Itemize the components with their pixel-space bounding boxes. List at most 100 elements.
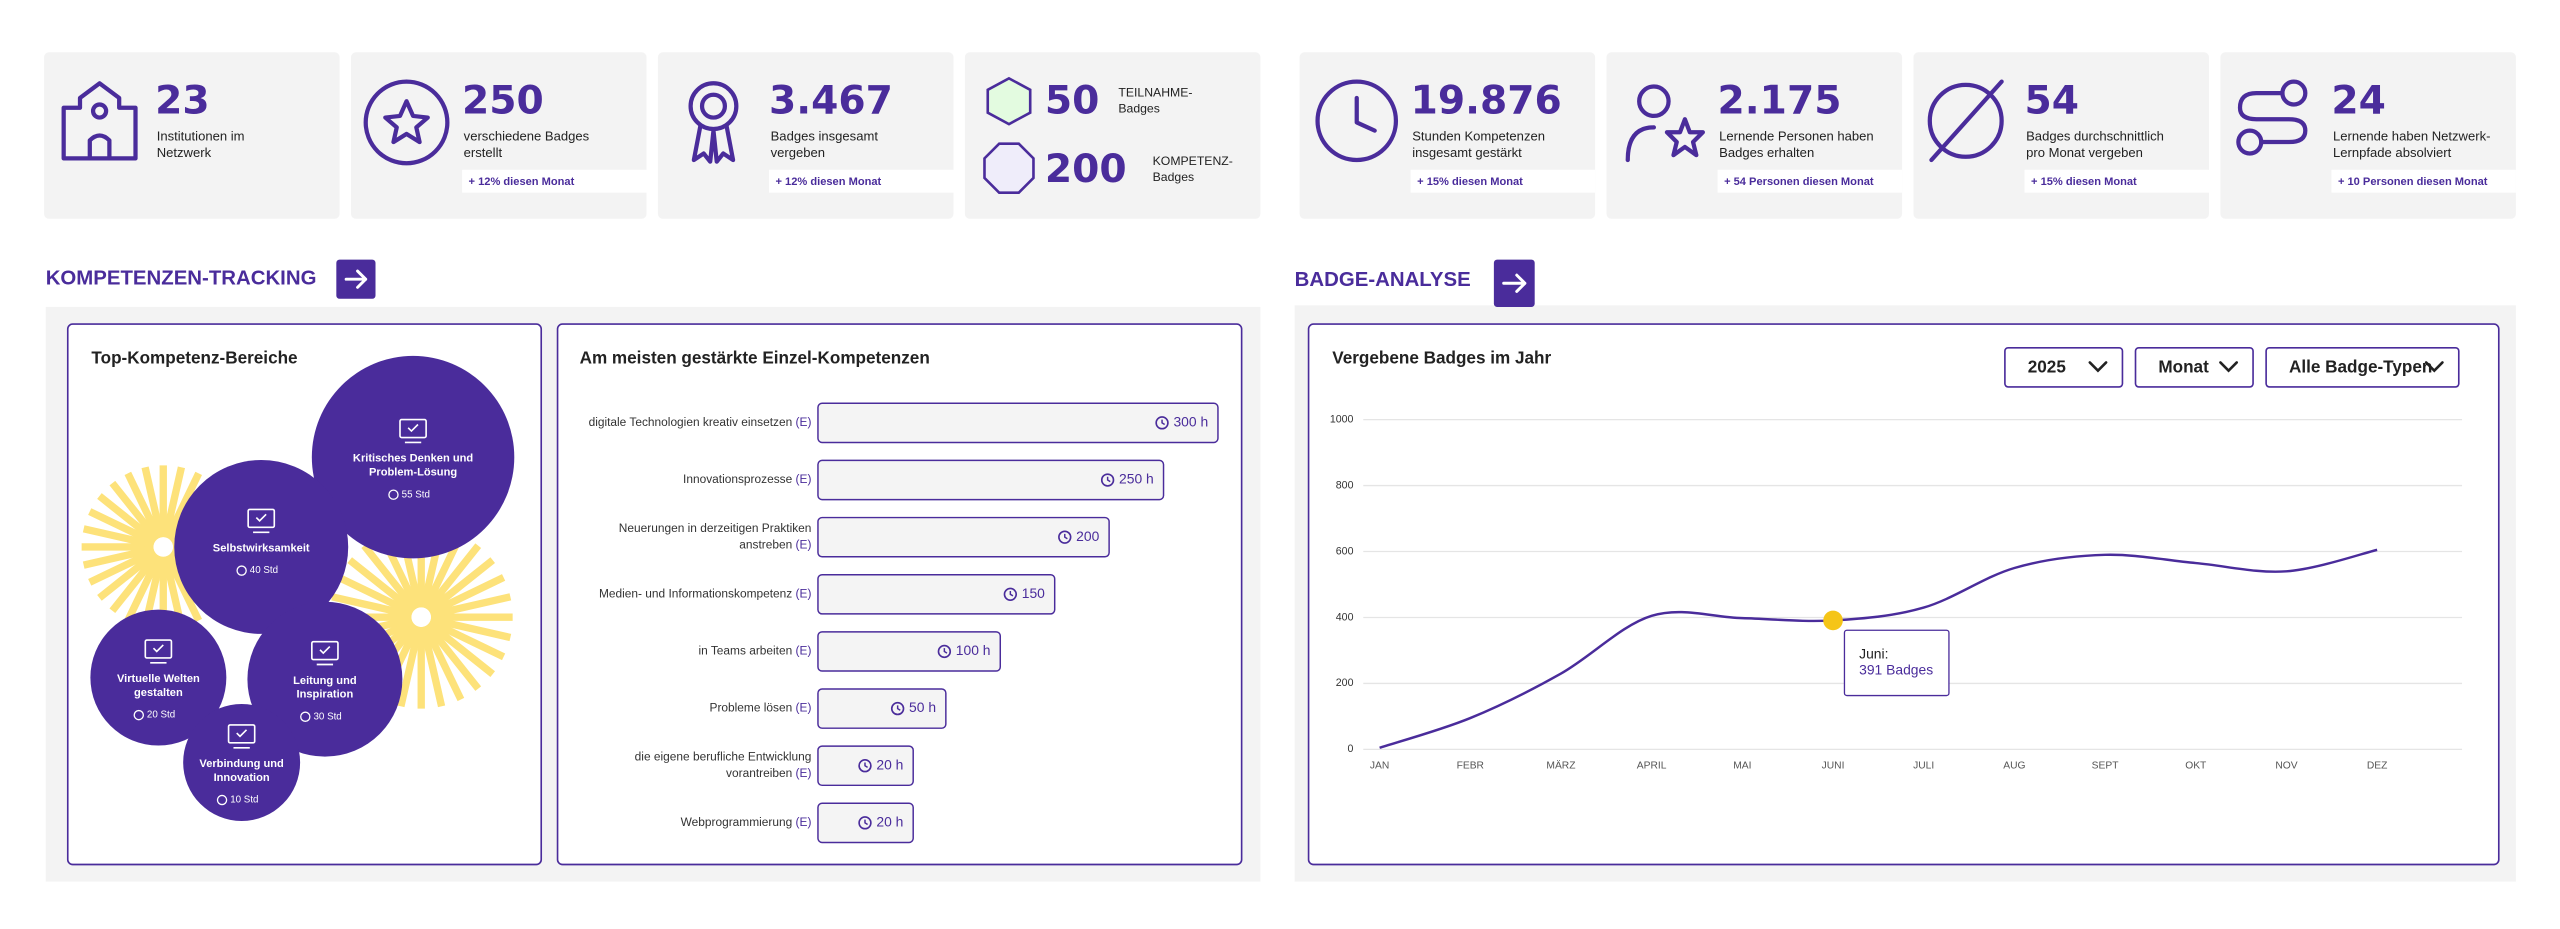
arrow-icon xyxy=(344,269,368,289)
clock-icon xyxy=(937,644,952,659)
bar-value-label: 300 h xyxy=(1173,414,1208,430)
icon-school xyxy=(61,81,138,161)
clock-icon xyxy=(1058,530,1072,544)
dropdown[interactable]: Alle Badge-Typen xyxy=(2265,346,2460,388)
trend-pill xyxy=(462,169,647,193)
sunburst-ray xyxy=(109,552,161,614)
clock-icon xyxy=(1064,533,1068,540)
sunburst-ray xyxy=(428,618,506,661)
stat-trend: + 12% diesen Monat xyxy=(469,176,575,188)
dropdown[interactable]: 2025 xyxy=(2004,346,2124,388)
bar xyxy=(817,631,1002,672)
sunburst-ray xyxy=(164,554,202,623)
bubble-label: Verbindung und xyxy=(199,758,284,770)
category-marker: (E) xyxy=(796,815,812,829)
monitor-icon xyxy=(150,644,167,664)
category-text: die eigene berufliche Entwicklung xyxy=(635,750,812,764)
bar-value-label: 100 h xyxy=(956,642,991,658)
category-text: Medien- und Informationskompetenz xyxy=(599,586,792,600)
icon-star xyxy=(363,79,450,166)
clock-icon xyxy=(943,648,948,654)
x-tick-label: APRIL xyxy=(1637,760,1667,771)
category-text: Webprogrammierung xyxy=(681,815,793,829)
clock-icon xyxy=(1100,473,1115,487)
bar xyxy=(817,402,1219,444)
clock-icon xyxy=(388,489,399,500)
bubble-label: Innovation xyxy=(214,772,270,784)
section-title: BADGE-ANALYSE xyxy=(1295,269,1471,291)
stat-label: Lernpfade absolviert xyxy=(2333,145,2452,160)
stat-label: Badges insgesamt xyxy=(771,129,879,144)
sunburst-ray xyxy=(141,466,165,539)
monitor-icon xyxy=(227,724,256,744)
icons xyxy=(61,76,2308,194)
bubble-value-label: 30 Std xyxy=(313,711,341,722)
clock-icon xyxy=(858,816,872,830)
stat-value: 19.876 xyxy=(1411,78,1562,123)
category-marker: (E) xyxy=(796,415,812,429)
sunburst-ray xyxy=(88,508,157,547)
x-tick-label: JAN xyxy=(1370,760,1389,771)
stat-label: TEILNAHME- xyxy=(1118,85,1192,99)
bar-value-label: 50 h xyxy=(909,699,936,715)
monitor-icon xyxy=(311,640,339,661)
icon-route xyxy=(2236,79,2308,156)
category-label: die eigene berufliche Entwicklung xyxy=(635,750,812,764)
bubble-value-label: 10 Std xyxy=(230,795,258,806)
sunburst-ray xyxy=(331,593,413,619)
sunburst-ray xyxy=(429,615,512,642)
x-tick-label: OKT xyxy=(2185,760,2207,771)
sunburst-ray xyxy=(426,557,495,614)
bubble xyxy=(183,703,301,821)
sunburst-ray xyxy=(426,620,495,678)
stat-value: 50 xyxy=(1045,78,1100,123)
category-text: Neuerungen in derzeitigen Praktiken xyxy=(619,521,812,535)
stat-value: 23 xyxy=(155,78,210,123)
sunburst-ray xyxy=(88,547,157,586)
sunburst-ray xyxy=(109,480,161,542)
bubble xyxy=(90,609,227,746)
line xyxy=(1379,548,2378,749)
sunburst-ray xyxy=(124,554,163,623)
monitor-icon xyxy=(404,423,422,444)
bar-value-label: 250 h xyxy=(1119,471,1154,487)
bubble-label: gestalten xyxy=(134,687,183,699)
chart-title: Am meisten gestärkte Einzel-Kompetenzen xyxy=(580,348,930,368)
category-label: Probleme lösen (E) xyxy=(710,701,812,715)
dropdown-label: Monat xyxy=(2158,357,2209,377)
trend-pill xyxy=(768,169,954,193)
category-label: digitale Technologien kreativ einsetzen … xyxy=(589,415,812,429)
highlight-point xyxy=(1823,610,1843,631)
bubble-label: Problem-Lösung xyxy=(369,467,457,479)
dropdown-label: Alle Badge-Typen xyxy=(2289,357,2432,377)
trend-pill xyxy=(2331,169,2516,193)
icon-badges xyxy=(983,76,1035,194)
clock-icon xyxy=(858,759,872,773)
stat-value: 2.175 xyxy=(1718,78,1842,123)
bubble-value-label: 55 Std xyxy=(402,489,430,500)
clock-icon xyxy=(236,565,247,576)
sunburst-ray xyxy=(164,471,202,540)
arrow-button[interactable] xyxy=(1493,259,1535,307)
icon-no xyxy=(1927,79,2004,163)
y-tick-label: 800 xyxy=(1336,479,1354,491)
x-tick-label: JUNI xyxy=(1822,760,1845,771)
sunburst-ray xyxy=(97,550,158,601)
chart-title: Top-Kompetenz-Bereiche xyxy=(91,348,297,368)
clock-icon xyxy=(864,762,868,768)
dropdown-box xyxy=(2265,346,2460,388)
bubble-label: Leitung und xyxy=(293,675,357,687)
x-tick-label: FEBR xyxy=(1457,760,1484,771)
x-tick-label: MAI xyxy=(1733,760,1751,771)
dropdown-box xyxy=(2004,346,2124,388)
sunburst-ray xyxy=(161,466,186,539)
arrow-button[interactable] xyxy=(336,259,376,299)
section-title: KOMPETENZEN-TRACKING xyxy=(46,268,317,290)
icon-person-star xyxy=(1625,84,1705,163)
dropdown[interactable]: Monat xyxy=(2134,346,2254,388)
x-tick-label: DEZ xyxy=(2367,760,2388,771)
x-tick-label: JULI xyxy=(1913,760,1934,771)
bubble-label: Kritisches Denken und xyxy=(353,453,473,465)
stat-trend: + 15% diesen Monat xyxy=(1417,176,1523,188)
